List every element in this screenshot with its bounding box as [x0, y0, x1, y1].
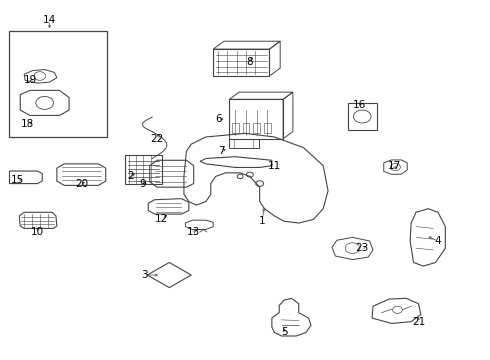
Text: 5: 5	[281, 327, 288, 337]
Text: 4: 4	[435, 236, 441, 246]
Bar	[347, 103, 377, 130]
Text: 8: 8	[246, 57, 253, 67]
Text: 19: 19	[24, 75, 37, 85]
Bar	[125, 155, 162, 184]
Text: 13: 13	[187, 227, 200, 237]
Text: 21: 21	[412, 317, 425, 327]
Text: 6: 6	[215, 114, 221, 124]
Text: 3: 3	[142, 270, 148, 280]
Text: 17: 17	[388, 161, 401, 171]
Text: 10: 10	[31, 227, 44, 237]
Text: 2: 2	[127, 171, 133, 181]
Bar	[213, 49, 270, 76]
Text: 1: 1	[259, 216, 266, 226]
Bar	[229, 99, 283, 139]
Text: 15: 15	[11, 175, 24, 185]
Text: 11: 11	[268, 161, 281, 171]
Text: 22: 22	[150, 134, 164, 144]
Text: 23: 23	[356, 243, 369, 253]
Text: 16: 16	[353, 100, 367, 110]
Bar	[232, 123, 239, 134]
Text: 9: 9	[139, 179, 146, 189]
Text: 18: 18	[21, 120, 34, 129]
Text: 7: 7	[218, 146, 225, 156]
Bar	[253, 123, 260, 134]
Text: 20: 20	[75, 179, 88, 189]
Text: 12: 12	[155, 215, 169, 224]
Bar	[229, 139, 259, 148]
Text: 14: 14	[43, 15, 56, 26]
Bar	[9, 31, 107, 137]
Bar	[243, 123, 249, 134]
Bar	[264, 123, 271, 134]
